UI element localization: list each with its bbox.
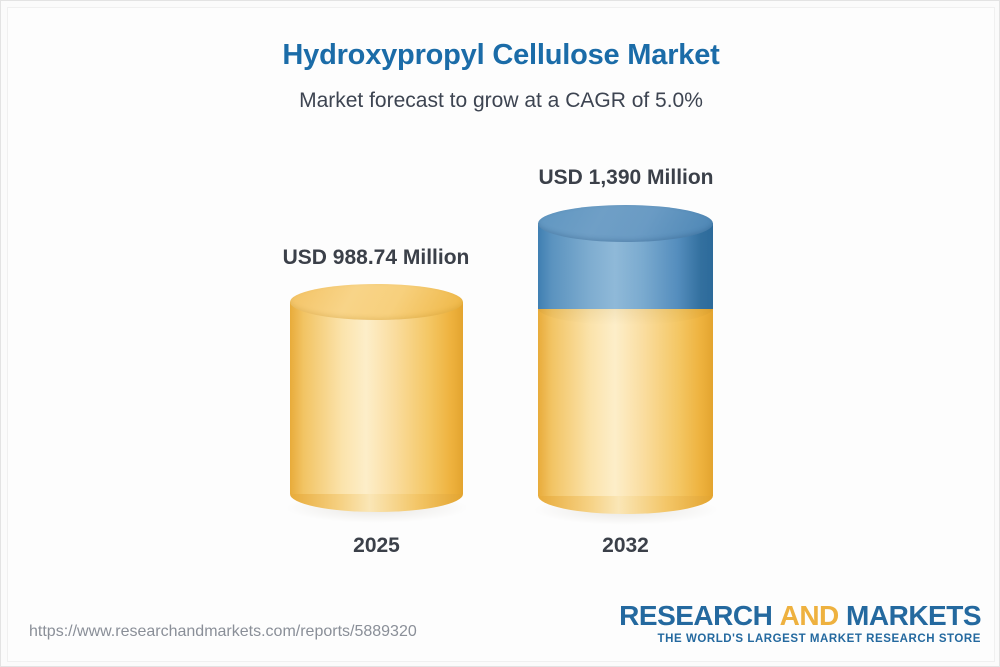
research-and-markets-logo[interactable]: RESEARCH AND MARKETS THE WORLD'S LARGEST…: [619, 601, 981, 646]
logo-word-markets: MARKETS: [846, 600, 981, 631]
logo-word-research: RESEARCH: [619, 600, 773, 631]
page-title: Hydroxypropyl Cellulose Market: [282, 39, 720, 71]
logo-word-and: AND: [779, 600, 840, 631]
bar-2025[interactable]: [290, 284, 463, 512]
chart-sheet: [7, 7, 995, 662]
source-url[interactable]: https://www.researchandmarkets.com/repor…: [29, 623, 417, 640]
bar-2032-top-cap: [538, 205, 713, 242]
category-label-2032: 2032: [602, 534, 649, 557]
data-label-2032: USD 1,390 Million: [538, 166, 714, 189]
category-label-2025: 2025: [353, 534, 400, 557]
data-label-2025: USD 988.74 Million: [282, 246, 470, 269]
logo-wordmark: RESEARCH AND MARKETS: [619, 601, 981, 630]
bar-2025-body: [290, 302, 463, 494]
bar-2032[interactable]: [538, 205, 713, 514]
bar-2025-top-cap: [290, 284, 463, 320]
page-subtitle: Market forecast to grow at a CAGR of 5.0…: [299, 89, 703, 112]
logo-tagline: THE WORLD'S LARGEST MARKET RESEARCH STOR…: [657, 633, 981, 646]
bar-2032-yellow-segment: [538, 308, 713, 496]
